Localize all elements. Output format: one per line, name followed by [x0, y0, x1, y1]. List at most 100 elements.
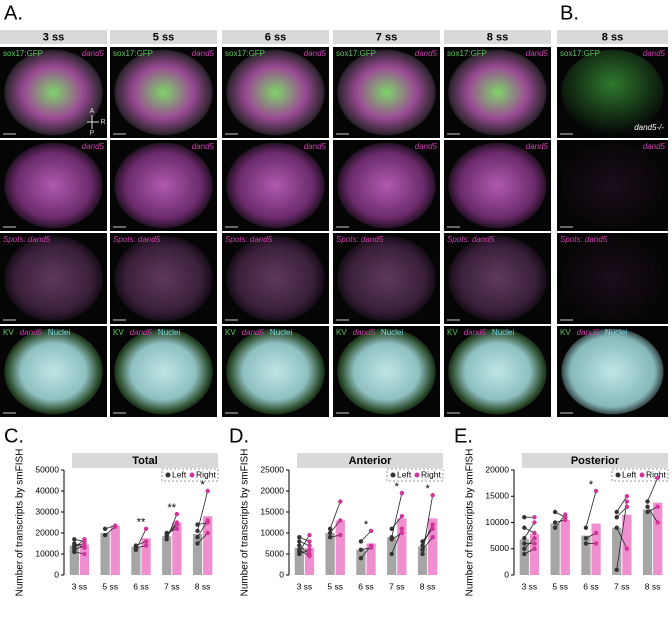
- data-point: [297, 543, 302, 548]
- bar: [581, 535, 591, 575]
- channel-label: dand5: [577, 328, 600, 337]
- channel-label: dand5: [415, 49, 438, 58]
- embryo-signal: [114, 235, 213, 322]
- data-point: [174, 511, 180, 517]
- data-point: [532, 546, 537, 551]
- pair-line: [585, 490, 597, 528]
- bar: [356, 549, 366, 575]
- channel-label: dand5: [242, 328, 265, 337]
- panel-label: A.: [4, 2, 23, 24]
- data-point: [72, 537, 77, 542]
- data-point: [133, 543, 139, 548]
- pair-line: [329, 501, 341, 529]
- data-point: [307, 543, 312, 548]
- bar: [325, 533, 335, 575]
- y-tick-label: 20000: [35, 527, 59, 537]
- x-tick-label: 6 ss: [583, 581, 599, 591]
- data-point: [583, 541, 589, 546]
- embryo-signal: [4, 49, 103, 136]
- pair-line: [647, 506, 659, 523]
- title-bar: [72, 453, 218, 468]
- data-point: [82, 541, 87, 546]
- column-header: 8 ss: [602, 31, 623, 43]
- column-header: 7 ss: [376, 31, 397, 43]
- y-axis-label: Number of transcripts by smFISH: [465, 449, 476, 597]
- data-point: [399, 514, 405, 519]
- chart-title: Posterior: [571, 455, 620, 467]
- significance: **: [168, 502, 177, 514]
- data-point: [532, 520, 537, 525]
- channel-label: dand5: [304, 49, 327, 58]
- y-axis-label: Number of transcripts by smFISH: [240, 449, 251, 597]
- pair-line: [422, 536, 433, 551]
- x-tick-label: 7 ss: [164, 581, 180, 591]
- embryo-signal: [561, 49, 664, 136]
- channel-label: Nuclei: [605, 328, 627, 337]
- data-point: [420, 551, 425, 557]
- data-point: [655, 475, 660, 481]
- legend-label: Right: [196, 469, 216, 479]
- bar: [417, 546, 428, 575]
- channel-label: Spots: dand5: [560, 235, 608, 244]
- data-point: [327, 535, 333, 540]
- channel-label: dand5: [353, 328, 376, 337]
- y-tick-label: 0: [54, 569, 59, 579]
- channel-label: KV: [447, 328, 458, 337]
- bar: [192, 534, 203, 575]
- data-point: [102, 532, 108, 538]
- data-point: [297, 535, 302, 540]
- data-point: [338, 518, 343, 523]
- data-point: [420, 547, 425, 552]
- chart-title: Total: [132, 455, 157, 467]
- bar: [203, 516, 213, 575]
- data-point: [583, 536, 589, 541]
- pair-line: [329, 520, 341, 534]
- data-point: [327, 530, 333, 536]
- data-point: [368, 545, 374, 550]
- data-point: [143, 526, 149, 531]
- data-point: [113, 523, 118, 528]
- compass-letter: R: [100, 119, 105, 126]
- embryo-signal: [561, 235, 664, 322]
- data-point: [389, 526, 394, 531]
- legend-box: [161, 468, 219, 482]
- bar: [519, 539, 529, 575]
- title-bar: [297, 453, 443, 468]
- channel-label: KV: [560, 328, 571, 337]
- embryo-signal: [561, 142, 664, 229]
- panel-label: D.: [229, 425, 249, 447]
- channel-label: Spots: dand5: [3, 235, 51, 244]
- legend-marker: [390, 472, 396, 478]
- channel-label: sox17:GFP: [225, 49, 265, 58]
- channel-label: Nuclei: [381, 328, 403, 337]
- data-point: [430, 526, 435, 531]
- data-point: [143, 543, 149, 548]
- y-axis-label: Number of transcripts by smFISH: [15, 449, 26, 597]
- bar: [560, 519, 570, 575]
- x-tick-label: 3 ss: [72, 581, 88, 591]
- channel-label: Nuclei: [492, 328, 514, 337]
- bar: [172, 522, 182, 575]
- genotype-label: dand5-/-: [634, 123, 664, 132]
- channel-label: sox17:GFP: [113, 49, 153, 58]
- data-point: [72, 543, 77, 548]
- bar: [529, 534, 540, 575]
- bar: [591, 523, 601, 575]
- data-point: [593, 530, 599, 536]
- legend-label: Left: [172, 469, 187, 479]
- data-point: [522, 536, 527, 541]
- data-point: [164, 530, 169, 536]
- data-point: [583, 525, 589, 530]
- x-tick-label: 3 ss: [297, 581, 313, 591]
- legend-box: [386, 468, 444, 482]
- y-tick-label: 50000: [35, 464, 59, 474]
- data-point: [389, 551, 394, 557]
- y-tick-label: 5000: [490, 543, 509, 553]
- embryo-signal: [4, 142, 103, 229]
- y-tick-label: 15000: [485, 491, 509, 501]
- panel-label: B.: [560, 2, 579, 24]
- embryo-signal: [114, 49, 213, 136]
- channel-label: dand5: [82, 142, 105, 151]
- x-tick-label: 5 ss: [102, 581, 118, 591]
- channel-label: KV: [3, 328, 14, 337]
